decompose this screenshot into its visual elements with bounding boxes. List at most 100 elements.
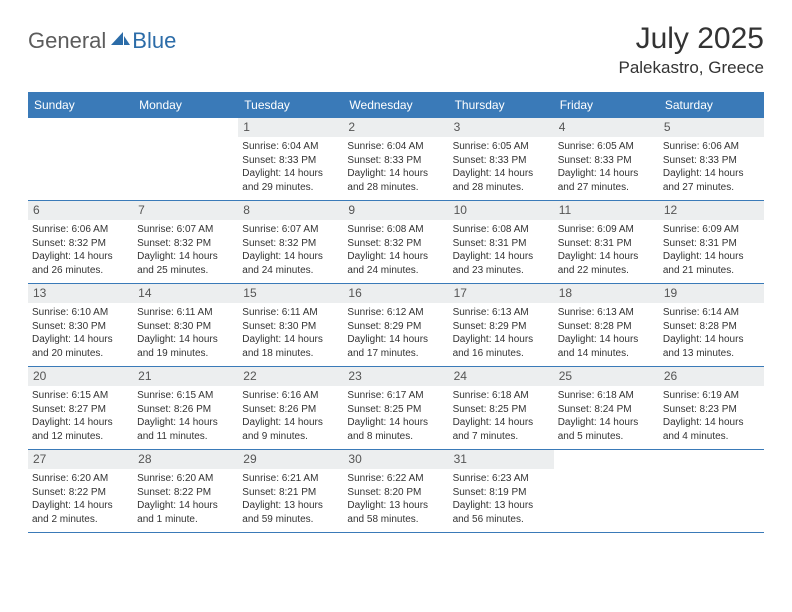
week-row: 1Sunrise: 6:04 AMSunset: 8:33 PMDaylight…	[28, 117, 764, 200]
sunrise-text: Sunrise: 6:09 AM	[558, 223, 655, 237]
daylight-text: Daylight: 14 hours and 13 minutes.	[663, 333, 760, 360]
sunset-text: Sunset: 8:25 PM	[347, 403, 444, 417]
day-number: 21	[133, 367, 238, 386]
sunset-text: Sunset: 8:25 PM	[453, 403, 550, 417]
day-cell	[659, 450, 764, 532]
sunset-text: Sunset: 8:32 PM	[32, 237, 129, 251]
day-cell: 1Sunrise: 6:04 AMSunset: 8:33 PMDaylight…	[238, 118, 343, 200]
sunset-text: Sunset: 8:29 PM	[347, 320, 444, 334]
sunset-text: Sunset: 8:22 PM	[137, 486, 234, 500]
dow-cell: Thursday	[449, 94, 554, 117]
day-details: Sunrise: 6:19 AMSunset: 8:23 PMDaylight:…	[659, 386, 764, 443]
day-cell: 16Sunrise: 6:12 AMSunset: 8:29 PMDayligh…	[343, 284, 448, 366]
day-number: 22	[238, 367, 343, 386]
day-cell: 17Sunrise: 6:13 AMSunset: 8:29 PMDayligh…	[449, 284, 554, 366]
day-details: Sunrise: 6:04 AMSunset: 8:33 PMDaylight:…	[238, 137, 343, 194]
sunset-text: Sunset: 8:31 PM	[558, 237, 655, 251]
day-cell: 8Sunrise: 6:07 AMSunset: 8:32 PMDaylight…	[238, 201, 343, 283]
day-cell: 18Sunrise: 6:13 AMSunset: 8:28 PMDayligh…	[554, 284, 659, 366]
daylight-text: Daylight: 14 hours and 14 minutes.	[558, 333, 655, 360]
day-number: 11	[554, 201, 659, 220]
daylight-text: Daylight: 14 hours and 5 minutes.	[558, 416, 655, 443]
day-number: 1	[238, 118, 343, 137]
day-number: 17	[449, 284, 554, 303]
sunrise-text: Sunrise: 6:12 AM	[347, 306, 444, 320]
day-number: 27	[28, 450, 133, 469]
sunrise-text: Sunrise: 6:22 AM	[347, 472, 444, 486]
day-details: Sunrise: 6:13 AMSunset: 8:28 PMDaylight:…	[554, 303, 659, 360]
daylight-text: Daylight: 14 hours and 27 minutes.	[558, 167, 655, 194]
sunrise-text: Sunrise: 6:19 AM	[663, 389, 760, 403]
day-number: 7	[133, 201, 238, 220]
daylight-text: Daylight: 14 hours and 12 minutes.	[32, 416, 129, 443]
day-cell: 6Sunrise: 6:06 AMSunset: 8:32 PMDaylight…	[28, 201, 133, 283]
daylight-text: Daylight: 14 hours and 24 minutes.	[347, 250, 444, 277]
day-details: Sunrise: 6:18 AMSunset: 8:25 PMDaylight:…	[449, 386, 554, 443]
day-number: 29	[238, 450, 343, 469]
day-of-week-header: SundayMondayTuesdayWednesdayThursdayFrid…	[28, 94, 764, 117]
brand-text-blue: Blue	[132, 28, 176, 54]
week-row: 13Sunrise: 6:10 AMSunset: 8:30 PMDayligh…	[28, 283, 764, 366]
sunset-text: Sunset: 8:21 PM	[242, 486, 339, 500]
sunset-text: Sunset: 8:27 PM	[32, 403, 129, 417]
day-details: Sunrise: 6:18 AMSunset: 8:24 PMDaylight:…	[554, 386, 659, 443]
day-details: Sunrise: 6:21 AMSunset: 8:21 PMDaylight:…	[238, 469, 343, 526]
sunrise-text: Sunrise: 6:14 AM	[663, 306, 760, 320]
day-details: Sunrise: 6:16 AMSunset: 8:26 PMDaylight:…	[238, 386, 343, 443]
sunset-text: Sunset: 8:31 PM	[453, 237, 550, 251]
day-number: 26	[659, 367, 764, 386]
dow-cell: Monday	[133, 94, 238, 117]
day-number: 6	[28, 201, 133, 220]
day-cell: 15Sunrise: 6:11 AMSunset: 8:30 PMDayligh…	[238, 284, 343, 366]
brand-sail-icon	[109, 30, 131, 53]
day-number: 23	[343, 367, 448, 386]
day-cell: 2Sunrise: 6:04 AMSunset: 8:33 PMDaylight…	[343, 118, 448, 200]
day-number: 15	[238, 284, 343, 303]
daylight-text: Daylight: 13 hours and 58 minutes.	[347, 499, 444, 526]
sunrise-text: Sunrise: 6:10 AM	[32, 306, 129, 320]
sunset-text: Sunset: 8:29 PM	[453, 320, 550, 334]
sunset-text: Sunset: 8:20 PM	[347, 486, 444, 500]
day-details: Sunrise: 6:08 AMSunset: 8:32 PMDaylight:…	[343, 220, 448, 277]
sunrise-text: Sunrise: 6:20 AM	[137, 472, 234, 486]
day-details: Sunrise: 6:15 AMSunset: 8:27 PMDaylight:…	[28, 386, 133, 443]
day-number: 30	[343, 450, 448, 469]
day-details: Sunrise: 6:05 AMSunset: 8:33 PMDaylight:…	[554, 137, 659, 194]
sunrise-text: Sunrise: 6:15 AM	[137, 389, 234, 403]
week-row: 6Sunrise: 6:06 AMSunset: 8:32 PMDaylight…	[28, 200, 764, 283]
sunset-text: Sunset: 8:33 PM	[347, 154, 444, 168]
sunset-text: Sunset: 8:32 PM	[347, 237, 444, 251]
sunrise-text: Sunrise: 6:18 AM	[453, 389, 550, 403]
day-number: 19	[659, 284, 764, 303]
day-number: 16	[343, 284, 448, 303]
day-details: Sunrise: 6:10 AMSunset: 8:30 PMDaylight:…	[28, 303, 133, 360]
daylight-text: Daylight: 14 hours and 26 minutes.	[32, 250, 129, 277]
day-details: Sunrise: 6:14 AMSunset: 8:28 PMDaylight:…	[659, 303, 764, 360]
sunrise-text: Sunrise: 6:23 AM	[453, 472, 550, 486]
day-cell: 24Sunrise: 6:18 AMSunset: 8:25 PMDayligh…	[449, 367, 554, 449]
daylight-text: Daylight: 14 hours and 24 minutes.	[242, 250, 339, 277]
sunset-text: Sunset: 8:24 PM	[558, 403, 655, 417]
day-number: 24	[449, 367, 554, 386]
day-number: 25	[554, 367, 659, 386]
day-number: 31	[449, 450, 554, 469]
day-details: Sunrise: 6:06 AMSunset: 8:33 PMDaylight:…	[659, 137, 764, 194]
day-number: 8	[238, 201, 343, 220]
day-cell: 12Sunrise: 6:09 AMSunset: 8:31 PMDayligh…	[659, 201, 764, 283]
day-number	[133, 118, 238, 123]
sunset-text: Sunset: 8:33 PM	[242, 154, 339, 168]
day-details: Sunrise: 6:11 AMSunset: 8:30 PMDaylight:…	[238, 303, 343, 360]
daylight-text: Daylight: 14 hours and 25 minutes.	[137, 250, 234, 277]
daylight-text: Daylight: 14 hours and 23 minutes.	[453, 250, 550, 277]
sunrise-text: Sunrise: 6:13 AM	[453, 306, 550, 320]
day-cell: 27Sunrise: 6:20 AMSunset: 8:22 PMDayligh…	[28, 450, 133, 532]
day-number: 4	[554, 118, 659, 137]
day-number	[28, 118, 133, 123]
month-title: July 2025	[618, 22, 764, 56]
day-cell: 19Sunrise: 6:14 AMSunset: 8:28 PMDayligh…	[659, 284, 764, 366]
sunset-text: Sunset: 8:33 PM	[558, 154, 655, 168]
day-cell: 5Sunrise: 6:06 AMSunset: 8:33 PMDaylight…	[659, 118, 764, 200]
sunrise-text: Sunrise: 6:08 AM	[453, 223, 550, 237]
day-cell: 23Sunrise: 6:17 AMSunset: 8:25 PMDayligh…	[343, 367, 448, 449]
sunrise-text: Sunrise: 6:15 AM	[32, 389, 129, 403]
